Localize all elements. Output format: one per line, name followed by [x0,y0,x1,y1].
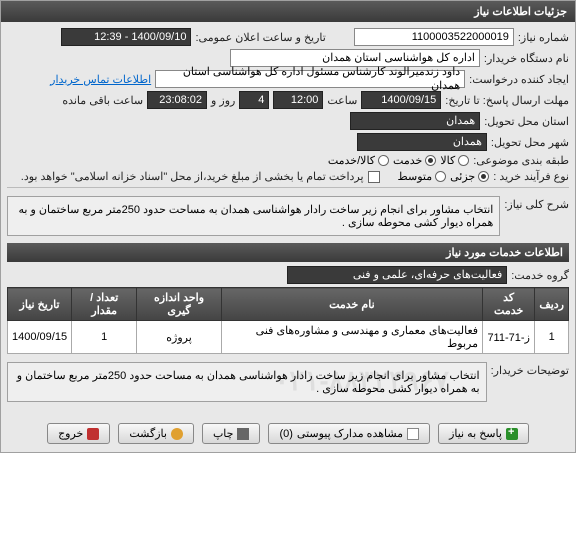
summary-box: انتخاب مشاور برای انجام زیر ساخت رادار ه… [7,196,500,236]
radio-icon [378,155,389,166]
contact-link[interactable]: اطلاعات تماس خریدار [50,73,151,86]
print-button[interactable]: چاپ [202,423,261,444]
services-table: ردیف کد خدمت نام خدمت واحد اندازه گیری ت… [7,287,569,354]
radio-icon [458,155,469,166]
back-icon [171,428,183,440]
attachments-count: (0) [279,428,292,440]
services-header: اطلاعات خدمات مورد نیاز [7,243,569,262]
button-bar: پاسخ به نیاز مشاهده مدارک پیوستی (0) چاپ… [1,415,575,452]
exit-label: خروج [58,427,83,440]
subject-type-label: طبقه بندی موضوعی: [473,154,569,167]
attachments-label: مشاهده مدارک پیوستی [297,427,403,440]
exit-icon [87,428,99,440]
print-label: چاپ [213,427,234,440]
back-button[interactable]: بازگشت [118,423,194,444]
announce-label: تاریخ و ساعت اعلان عمومی: [195,31,325,44]
respond-label: پاسخ به نیاز [449,427,502,440]
th-row: ردیف [535,288,569,321]
radio-both-label: کالا/خدمت [328,154,375,167]
remain-label: ساعت باقی مانده [62,94,143,107]
day-label: روز و [211,94,235,107]
back-label: بازگشت [129,427,167,440]
payment-label: پرداخت تمام یا بخشی از مبلغ خرید،از محل … [21,170,364,183]
table-row: 1 ز-71-711 فعالیت‌های معماری و مهندسی و … [8,321,569,354]
announce-field: 1400/09/10 - 12:39 [61,28,191,46]
payment-checkbox [368,171,380,183]
exit-button[interactable]: خروج [47,423,110,444]
summary-label: شرح کلی نیاز: [504,192,569,211]
radio-medium: متوسط [398,170,447,183]
buyer-desc-label: توضیحات خریدار: [491,358,569,377]
remain-time-field: 23:08:02 [147,91,207,109]
deadline-days-field: 4 [239,91,269,109]
city-label: شهر محل تحویل: [491,136,569,149]
province-label: استان محل تحویل: [484,115,569,128]
radio-both: کالا/خدمت [328,154,389,167]
deadline-hour-field: 12:00 [273,91,323,109]
radio-kala: کالا [440,154,469,167]
buyer-desc-box: انتخاب مشاور برای انجام زیر ساخت رادار ه… [7,362,487,402]
respond-button[interactable]: پاسخ به نیاز [438,423,529,444]
province-field: همدان [350,112,480,130]
plus-icon [506,428,518,440]
deadline-label: مهلت ارسال پاسخ: تا تاریخ: [445,94,569,107]
th-date: تاریخ نیاز [8,288,72,321]
td-name: فعالیت‌های معماری و مهندسی و مشاوره‌های … [221,321,482,354]
th-qty: تعداد / مقدار [72,288,137,321]
td-date: 1400/09/15 [8,321,72,354]
buyer-desc-text: انتخاب مشاور برای انجام زیر ساخت رادار ه… [17,370,480,395]
summary-text: انتخاب مشاور برای انجام زیر ساخت رادار ه… [19,204,494,229]
radio-kala-label: کالا [440,154,455,167]
process-label: نوع فرآیند خرید : [493,170,569,183]
radio-icon [425,155,436,166]
creator-field: داود زندمیرالوند کارشناس مسئول اداره کل … [155,70,465,88]
radio-icon [478,171,489,182]
th-name: نام خدمت [221,288,482,321]
group-label: گروه خدمت: [511,269,569,282]
td-unit: پروژه [137,321,221,354]
group-field: فعالیت‌های حرفه‌ای، علمی و فنی [287,266,507,284]
th-code: کد خدمت [483,288,535,321]
creator-label: ایجاد کننده درخواست: [469,73,569,86]
radio-icon [435,171,446,182]
deadline-date-field: 1400/09/15 [361,91,441,109]
divider [7,187,569,188]
th-unit: واحد اندازه گیری [137,288,221,321]
printer-icon [237,428,249,440]
panel-title: جزئیات اطلاعات نیاز [1,1,575,22]
attachments-button[interactable]: مشاهده مدارک پیوستی (0) [268,423,430,444]
details-panel: جزئیات اطلاعات نیاز شماره نیاز: 11000035… [0,0,576,453]
radio-partial-label: جزئی [450,170,475,183]
radio-medium-label: متوسط [398,170,433,183]
need-no-label: شماره نیاز: [518,31,569,44]
radio-khadamat-label: خدمت [393,154,422,167]
radio-partial: جزئی [450,170,489,183]
td-code: ز-71-711 [483,321,535,354]
city-field: همدان [357,133,487,151]
document-icon [407,428,419,440]
hour-label: ساعت [327,94,357,107]
buyer-org-label: نام دستگاه خریدار: [484,52,569,65]
td-qty: 1 [72,321,137,354]
panel-body: شماره نیاز: 1100003522000019 تاریخ و ساع… [1,22,575,415]
td-row: 1 [535,321,569,354]
need-no-field: 1100003522000019 [354,28,514,46]
radio-khadamat: خدمت [393,154,436,167]
